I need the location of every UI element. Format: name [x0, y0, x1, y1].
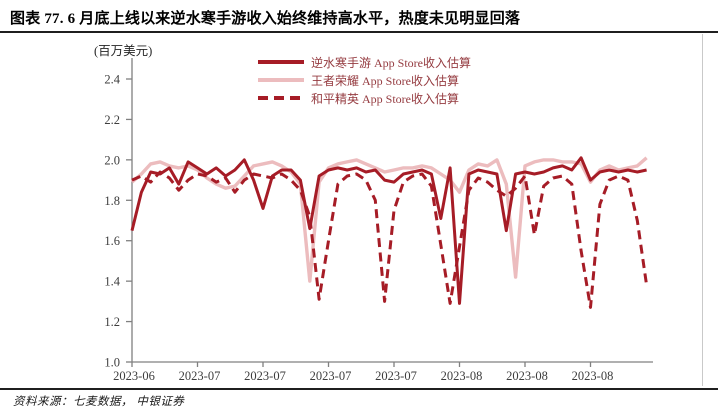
svg-text:1.8: 1.8	[104, 194, 120, 208]
legend-item-wangzhe: 王者荣耀 App Store收入估算	[258, 71, 471, 89]
figure-title: 图表 77. 6 月底上线以来逆水寒手游收入始终维持高水平，热度未见明显回落	[10, 11, 521, 27]
svg-text:2023-08: 2023-08	[441, 369, 483, 383]
svg-text:2023-07: 2023-07	[179, 369, 221, 383]
legend-label: 王者荣耀 App Store收入估算	[311, 73, 459, 88]
y-axis-unit-label: (百万美元)	[94, 44, 153, 58]
svg-text:1.2: 1.2	[104, 315, 120, 329]
legend-label: 和平精英 App Store收入估算	[311, 91, 459, 106]
svg-text:2023-08: 2023-08	[572, 369, 614, 383]
svg-text:2023-06: 2023-06	[113, 369, 155, 383]
svg-text:2023-07: 2023-07	[244, 369, 286, 383]
svg-text:1.6: 1.6	[104, 234, 120, 248]
svg-text:1.0: 1.0	[104, 356, 120, 370]
footer-divider	[0, 388, 718, 390]
legend-line-swatch-dashed-dark	[258, 96, 304, 100]
svg-text:2.4: 2.4	[104, 73, 120, 87]
svg-text:2.2: 2.2	[104, 113, 120, 127]
svg-text:2023-07: 2023-07	[375, 369, 417, 383]
legend-label: 逆水寒手游 App Store收入估算	[311, 55, 471, 70]
source-note: 资料来源：七麦数据， 中银证券	[13, 396, 185, 408]
legend-line-swatch-solid-dark	[258, 60, 304, 64]
legend-item-nishuihan: 逆水寒手游 App Store收入估算	[258, 53, 471, 71]
table-cell-border	[702, 34, 703, 386]
legend-line-swatch-solid-pink	[258, 78, 304, 82]
title-divider	[0, 31, 718, 33]
svg-text:2.0: 2.0	[104, 153, 120, 167]
svg-text:2023-07: 2023-07	[310, 369, 352, 383]
legend-item-heping: 和平精英 App Store收入估算	[258, 89, 471, 107]
chart-legend: 逆水寒手游 App Store收入估算 王者荣耀 App Store收入估算 和…	[258, 53, 471, 107]
svg-text:1.4: 1.4	[104, 275, 120, 289]
svg-text:2023-08: 2023-08	[506, 369, 548, 383]
